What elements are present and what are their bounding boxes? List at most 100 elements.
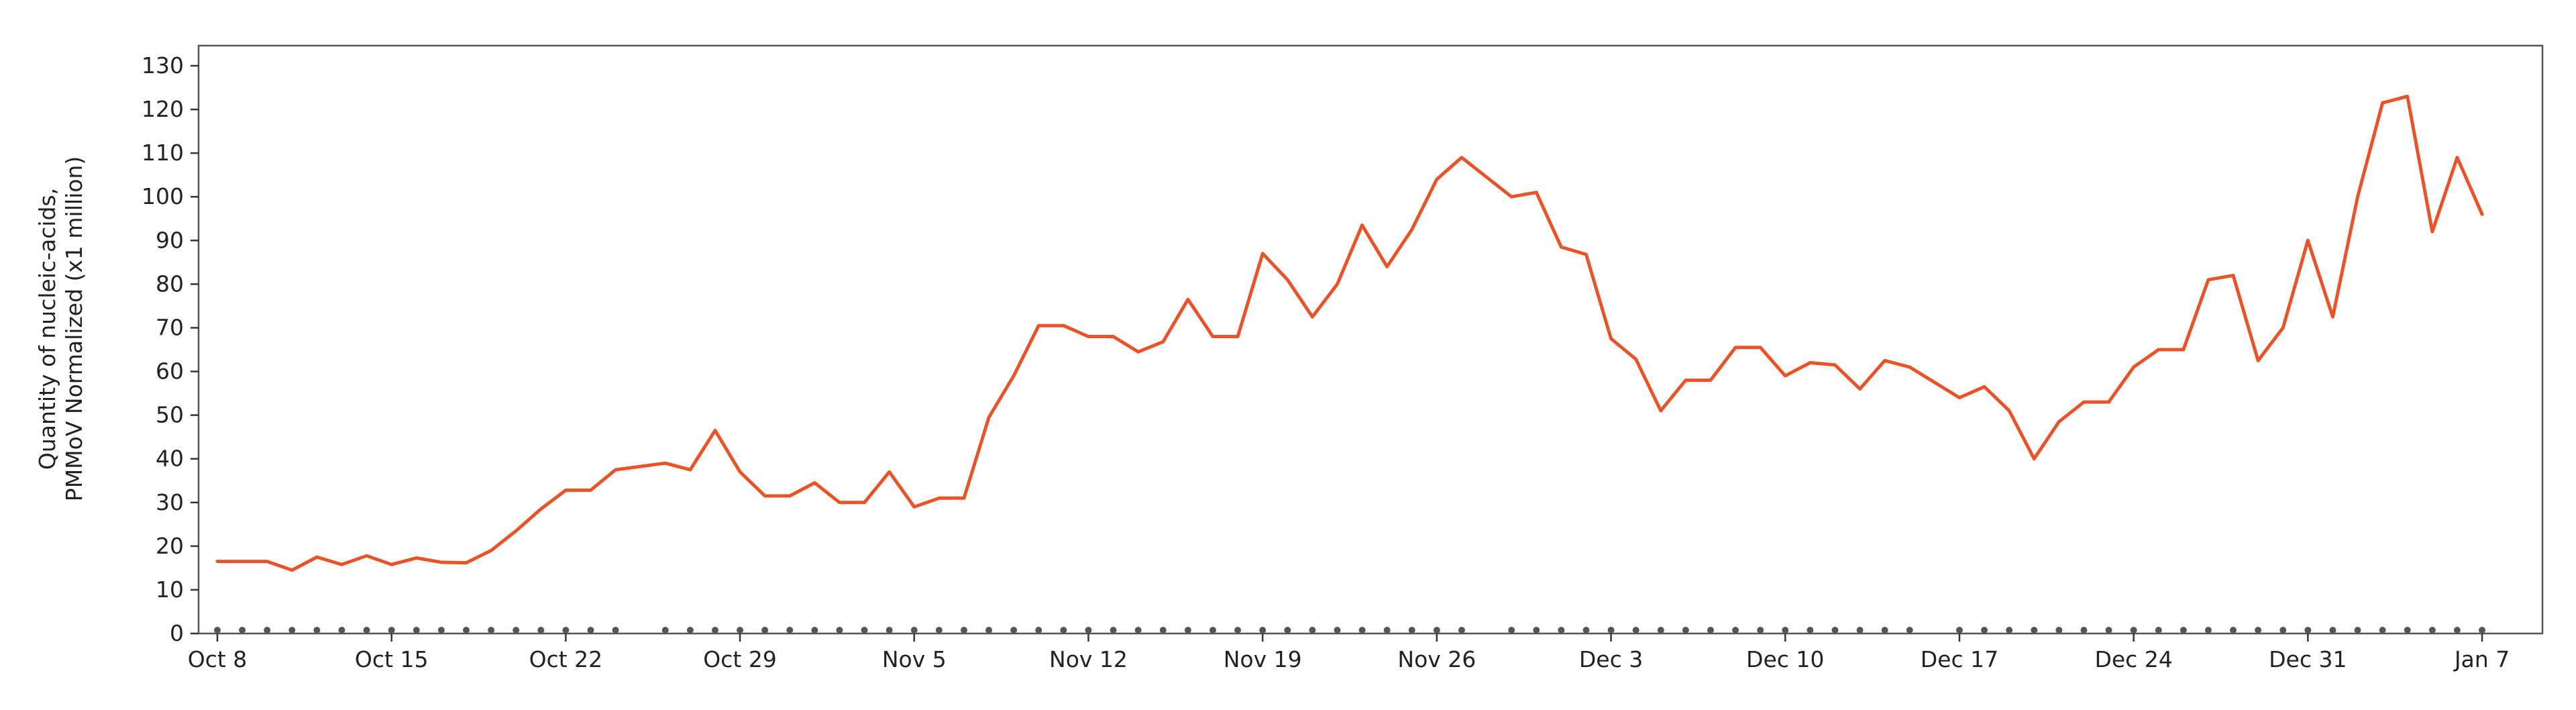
sample-dot	[1433, 627, 1440, 633]
sample-dot	[488, 627, 495, 633]
sample-dot	[513, 627, 520, 633]
y-axis: 0 10 20 30 40 50 60 70 80 90 100 110 120 130	[142, 52, 199, 646]
sample-dot	[587, 627, 594, 633]
sample-dot	[462, 627, 470, 633]
sample-dot	[1159, 627, 1167, 633]
y-axis-title-line-2: PMMoV Normalized (x1 million)	[61, 156, 87, 501]
sample-dot	[935, 627, 943, 633]
x-tick-label: Oct 29	[703, 646, 777, 672]
x-tick-label: Dec 31	[2269, 646, 2347, 672]
x-tick-label: Nov 26	[1397, 646, 1476, 672]
sample-dot	[2006, 627, 2013, 633]
x-tick-label: Oct 22	[529, 646, 603, 672]
sample-dot	[2204, 627, 2212, 633]
sample-dot	[1831, 627, 1839, 633]
sample-dot	[1533, 627, 1540, 633]
x-tick-label: Dec 24	[2094, 646, 2172, 672]
sample-dot	[910, 627, 918, 633]
sample-dot	[388, 627, 395, 633]
sample-dot	[2354, 627, 2361, 633]
sample-dot	[1085, 627, 1092, 633]
sample-dot	[1981, 627, 1988, 633]
sample-dot	[1110, 627, 1117, 633]
y-tick-label: 50	[156, 402, 184, 428]
sample-dot	[2155, 627, 2162, 633]
sample-dot	[861, 627, 868, 633]
y-tick-label: 70	[156, 314, 184, 340]
sample-dot	[1284, 627, 1291, 633]
sample-dot	[1334, 627, 1341, 633]
y-tick-label: 40	[156, 446, 184, 472]
x-tick-label: Dec 3	[1579, 646, 1643, 672]
x-tick-label: Jan 7	[2453, 646, 2510, 672]
x-axis: Oct 8 Oct 15 Oct 22 Oct 29 Nov 5 Nov 12 Nov 19…	[188, 633, 2510, 672]
sample-dot	[313, 627, 321, 633]
sample-dot	[1508, 627, 1515, 633]
sample-dot	[661, 627, 669, 633]
sample-dot	[1184, 627, 1191, 633]
x-tick-label: Dec 10	[1746, 646, 1824, 672]
sample-dot	[1259, 627, 1267, 633]
sample-dot	[264, 627, 271, 633]
y-tick-label: 120	[142, 96, 184, 122]
sample-dot	[960, 627, 967, 633]
sample-dot	[2230, 627, 2237, 633]
sample-dot	[214, 627, 221, 633]
y-axis-title-line-1: Quantity of nucleic-acids,	[34, 188, 60, 470]
sample-dot	[2130, 627, 2137, 633]
sample-dot	[1234, 627, 1242, 633]
y-tick-label: 30	[156, 489, 184, 515]
sample-dot	[811, 627, 818, 633]
sample-dot	[1657, 627, 1664, 633]
x-tick-label: Nov 12	[1049, 646, 1128, 672]
sample-dot	[761, 627, 769, 633]
y-tick-label: 60	[156, 358, 184, 385]
series-line	[215, 95, 2484, 572]
sample-dot	[363, 627, 370, 633]
sample-dot	[1807, 627, 1814, 633]
y-tick-label: 130	[142, 52, 184, 79]
sample-dot	[1010, 627, 1018, 633]
sample-dot	[1582, 627, 1590, 633]
sample-dot	[1309, 627, 1316, 633]
sample-dot	[985, 627, 993, 633]
sample-markers	[214, 627, 2485, 633]
y-tick-label: 100	[142, 183, 184, 209]
x-tick-label: Nov 5	[882, 646, 947, 672]
sample-dot	[338, 627, 345, 633]
sample-dot	[2031, 627, 2038, 633]
sample-dot	[2279, 627, 2287, 633]
y-tick-label: 90	[156, 227, 184, 253]
sample-dot	[2255, 627, 2262, 633]
sample-dot	[1757, 627, 1764, 633]
sample-dot	[2080, 627, 2088, 633]
sample-dot	[1035, 627, 1042, 633]
sample-dot	[2379, 627, 2386, 633]
x-tick-label: Dec 17	[1921, 646, 1998, 672]
sample-dot	[1682, 627, 1689, 633]
sample-dot	[1458, 627, 1465, 633]
sample-dot	[2479, 627, 2485, 633]
sample-dot	[2428, 627, 2436, 633]
sample-dot	[1134, 627, 1142, 633]
sample-dot	[1558, 627, 1565, 633]
y-tick-label: 0	[170, 620, 184, 646]
sample-dot	[239, 627, 246, 633]
sample-dot	[537, 627, 545, 633]
sample-dot	[1060, 627, 1067, 633]
plot-area-frame	[197, 44, 2544, 635]
sample-dot	[2304, 627, 2312, 633]
y-tick-label: 20	[156, 533, 184, 559]
sample-dot	[737, 627, 744, 633]
y-tick-label: 80	[156, 270, 184, 297]
series-layer	[215, 95, 2484, 572]
sample-dot	[2329, 627, 2337, 633]
sample-dot	[1856, 627, 1864, 633]
sample-dot	[2453, 627, 2461, 633]
x-tick-label: Oct 15	[355, 646, 429, 672]
y-tick-label: 10	[156, 576, 184, 603]
x-tick-label: Nov 19	[1224, 646, 1302, 672]
y-tick-label: 110	[142, 140, 184, 166]
sample-dot	[1408, 627, 1415, 633]
